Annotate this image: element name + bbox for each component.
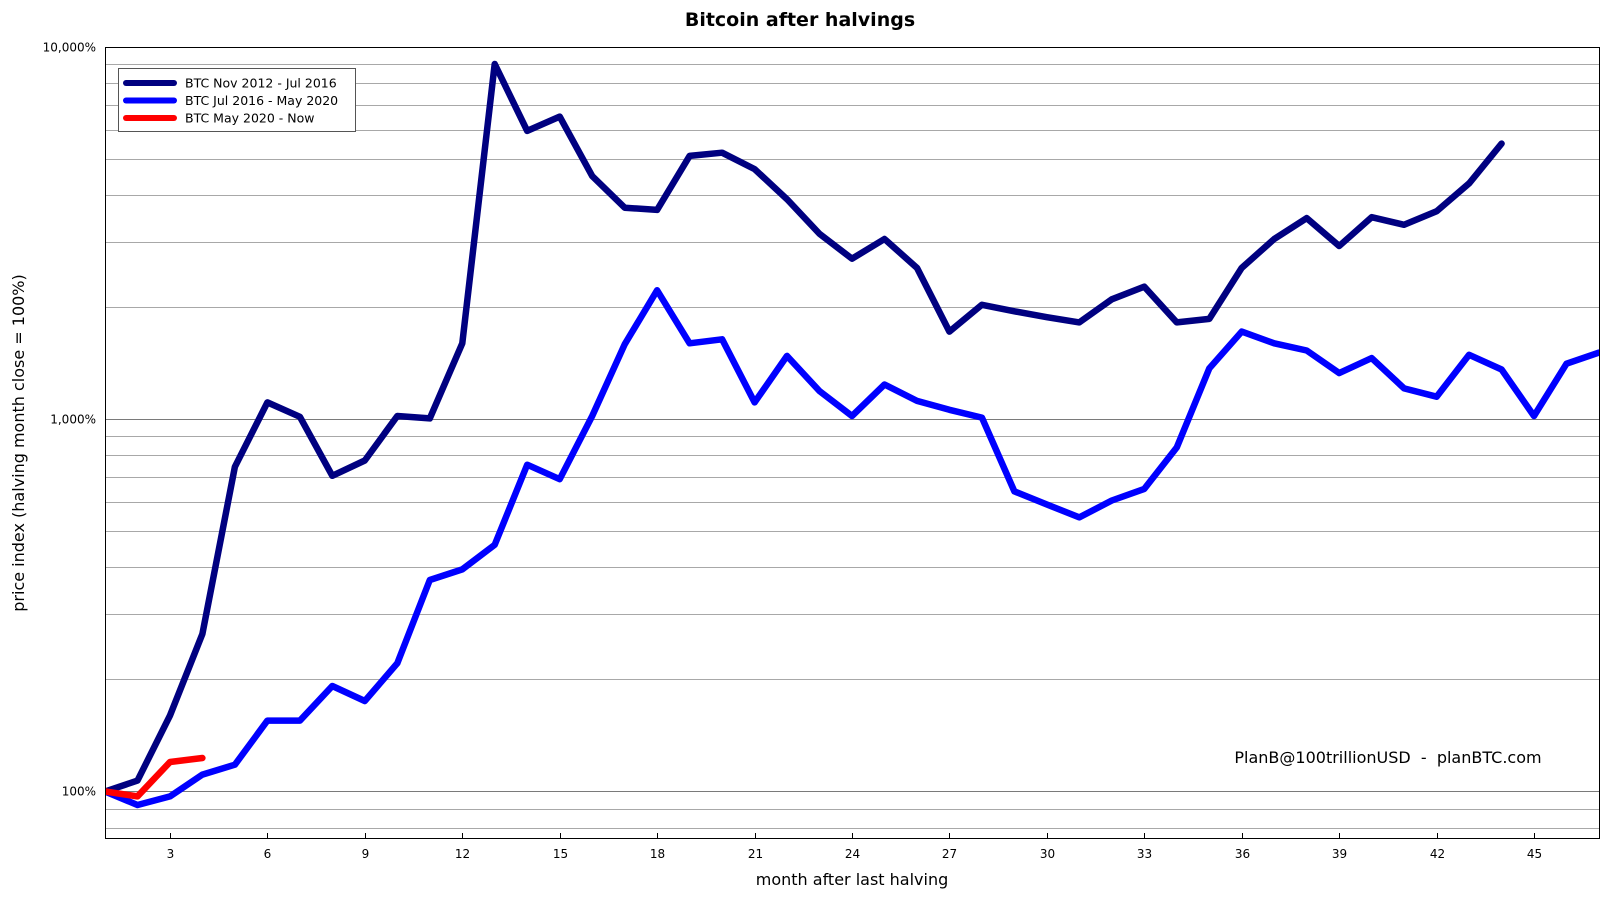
plot-area — [105, 60, 1599, 809]
legend-label-3: BTC May 2020 - Now — [185, 111, 315, 126]
series-line-2 — [105, 287, 1599, 809]
x-tick-label: 24 — [845, 847, 860, 861]
x-tick-label: 15 — [553, 847, 568, 861]
plot-frame — [105, 47, 1600, 839]
x-tick-label: 6 — [264, 847, 272, 861]
y-tick-label: 1,000% — [50, 413, 96, 427]
x-tick-label: 21 — [748, 847, 763, 861]
x-axis: 3 6 9 12 15 18 21 24 27 30 33 36 39 42 45 — [167, 833, 1542, 861]
y-axis: 100% 1,000% 10,000% — [43, 41, 96, 799]
x-tick-label: 18 — [650, 847, 665, 861]
x-axis-label: month after last halving — [756, 870, 949, 889]
x-tick-label: 39 — [1332, 847, 1347, 861]
x-tick-label: 27 — [942, 847, 957, 861]
x-tick-label: 9 — [362, 847, 370, 861]
x-tick-label: 45 — [1527, 847, 1542, 861]
grid — [105, 64, 1599, 829]
x-tick-label: 30 — [1040, 847, 1055, 861]
y-tick-label: 100% — [62, 785, 96, 799]
x-tick-label: 42 — [1430, 847, 1445, 861]
x-tick-label: 36 — [1235, 847, 1250, 861]
chart-title: Bitcoin after halvings — [685, 9, 915, 31]
credit-annotation: PlanB@100trillionUSD - planBTC.com — [1234, 748, 1541, 767]
series-line-3 — [105, 754, 206, 800]
legend-label-1: BTC Nov 2012 - Jul 2016 — [185, 76, 337, 91]
x-tick-label: 12 — [455, 847, 470, 861]
x-tick-label: 3 — [167, 847, 175, 861]
series-line-1 — [105, 60, 1505, 795]
y-tick-label: 10,000% — [43, 41, 96, 55]
x-tick-label: 33 — [1137, 847, 1152, 861]
y-axis-label: price index (halving month close = 100%) — [9, 274, 28, 611]
legend: BTC Nov 2012 - Jul 2016 BTC Jul 2016 - Ma… — [118, 68, 356, 132]
legend-label-2: BTC Jul 2016 - May 2020 — [185, 93, 338, 108]
